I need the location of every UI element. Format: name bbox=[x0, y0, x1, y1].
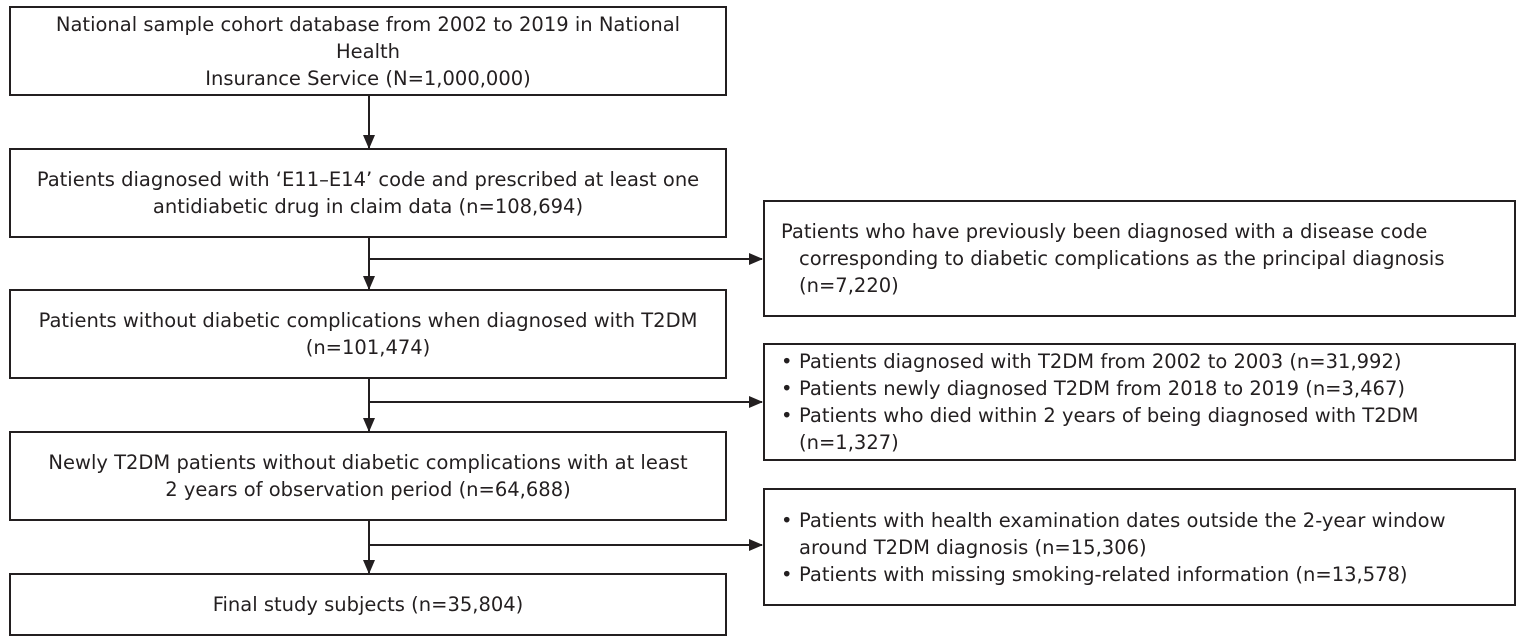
exclusion-box-examination-smoking: Patients with health examination dates o… bbox=[763, 488, 1516, 606]
exclusion-prior-complications-text: Patients who have previously been diagno… bbox=[781, 220, 1445, 297]
box-diagnosed-patients-line-1: Patients diagnosed with ‘E11–E14’ code a… bbox=[36, 168, 700, 191]
box-source-database-line-1: National sample cohort database from 200… bbox=[55, 12, 681, 63]
box-diagnosed-patients-line-2: antidiabetic drug in claim data (n=108,6… bbox=[152, 195, 584, 218]
exclusion-bullet-examination-window: Patients with health examination dates o… bbox=[781, 507, 1498, 561]
box-newly-t2dm-line-1: Newly T2DM patients without diabetic com… bbox=[48, 451, 688, 474]
box-without-complications-line-1: Patients without diabetic complications … bbox=[38, 309, 698, 332]
box-final-subjects-line-1: Final study subjects (n=35,804) bbox=[212, 593, 524, 616]
box-final-subjects: Final study subjects (n=35,804) bbox=[9, 573, 727, 636]
exclusion-bullet-2018-2019: Patients newly diagnosed T2DM from 2018 … bbox=[781, 375, 1498, 402]
exclusion-box-diagnosis-period: Patients diagnosed with T2DM from 2002 t… bbox=[763, 343, 1516, 461]
box-diagnosed-patients: Patients diagnosed with ‘E11–E14’ code a… bbox=[9, 148, 727, 238]
box-without-complications-line-2: (n=101,474) bbox=[305, 336, 431, 359]
exclusion-bullet-2002-2003: Patients diagnosed with T2DM from 2002 t… bbox=[781, 348, 1498, 375]
box-without-complications: Patients without diabetic complications … bbox=[9, 289, 727, 379]
box-newly-t2dm: Newly T2DM patients without diabetic com… bbox=[9, 431, 727, 521]
exclusion-bullet-missing-smoking: Patients with missing smoking-related in… bbox=[781, 561, 1498, 588]
box-source-database-line-2: Insurance Service (N=1,000,000) bbox=[205, 66, 531, 90]
exclusion-bullet-died-within-2-years: Patients who died within 2 years of bein… bbox=[781, 402, 1498, 456]
box-newly-t2dm-line-2: 2 years of observation period (n=64,688) bbox=[165, 478, 571, 501]
box-source-database: National sample cohort database from 200… bbox=[9, 6, 727, 96]
exclusion-box-prior-complications: Patients who have previously been diagno… bbox=[763, 200, 1516, 317]
